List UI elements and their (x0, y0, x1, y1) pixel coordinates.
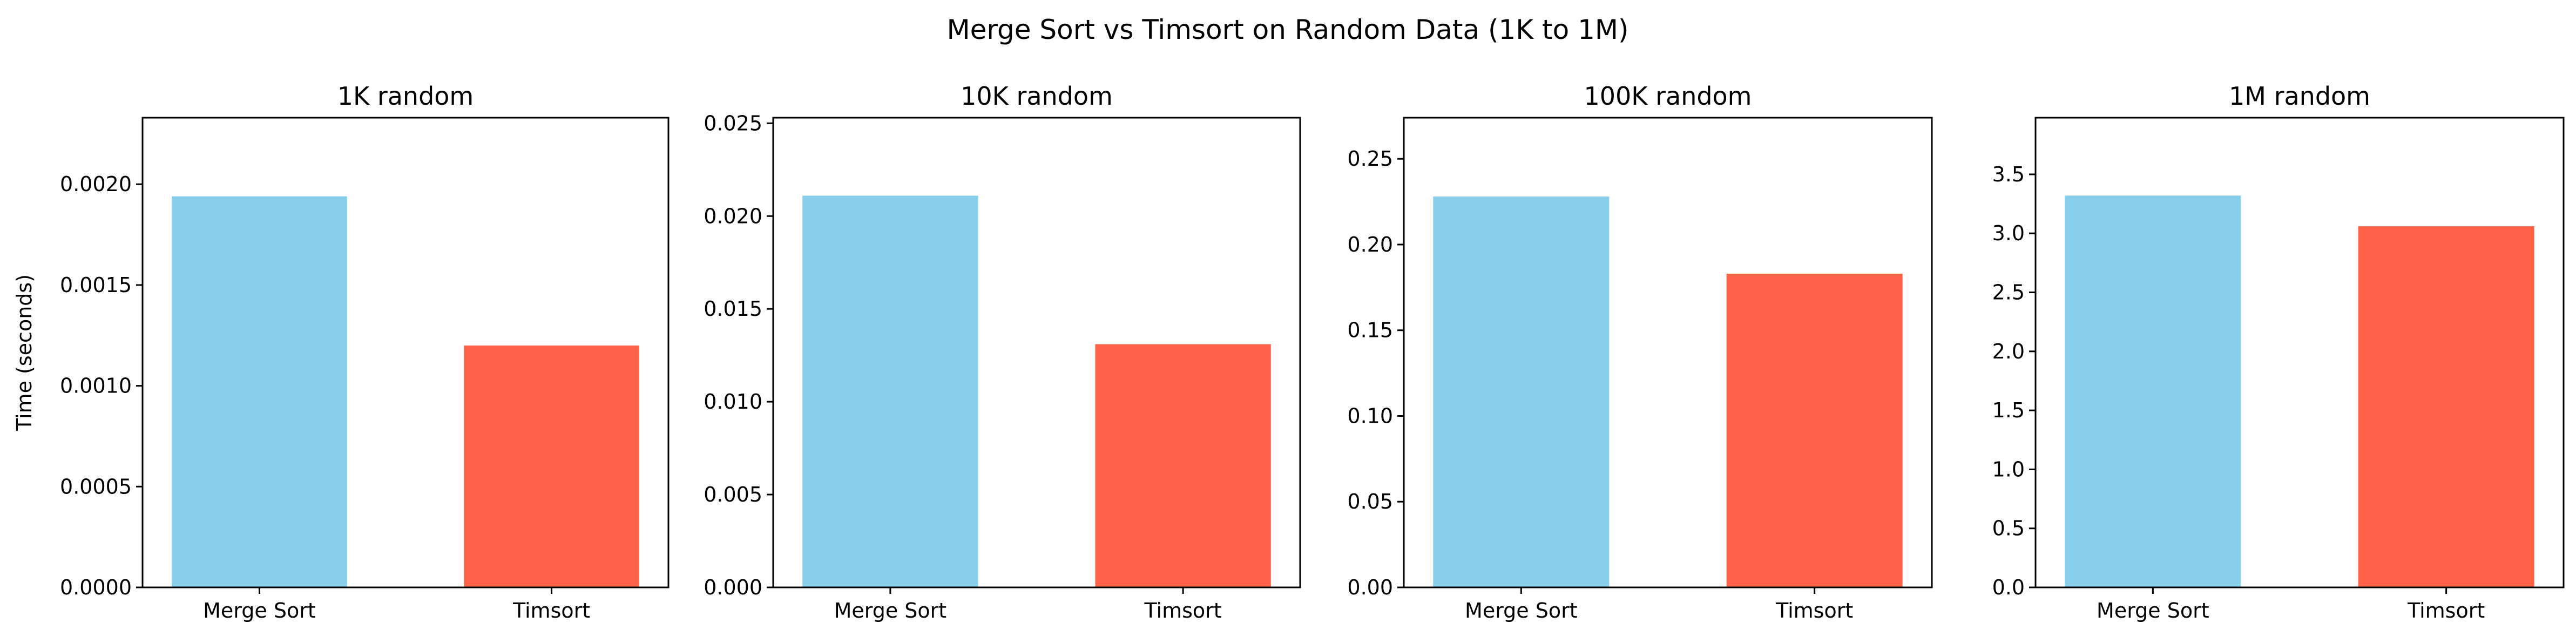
y-tick-label: 2.0 (1992, 340, 2025, 363)
plot-frame (2034, 117, 2565, 588)
panel-title: 1M random (2229, 82, 2370, 111)
y-tick-label: 0.10 (1347, 404, 1393, 428)
y-tick-label: 0.025 (704, 111, 762, 135)
chart-panel: Merge Sort Timsort 0.00 0.05 0.10 0.15 0.20 0.2… (1347, 82, 1933, 622)
y-tick-label: 0.010 (704, 390, 762, 414)
y-tick-label: 0.0 (1992, 576, 2025, 599)
panel-title: 10K random (961, 82, 1113, 111)
bar-merge-sort (802, 195, 978, 587)
y-tick-label: 2.5 (1992, 281, 2025, 304)
x-tick-label: Timsort (1775, 599, 1853, 622)
y-tick-label: 0.020 (704, 204, 762, 228)
x-tick-label: Merge Sort (2097, 599, 2209, 622)
y-tick-label: 1.0 (1992, 457, 2025, 481)
panel-title: 1K random (337, 82, 474, 111)
bar-merge-sort (2065, 195, 2241, 587)
x-tick-label: Merge Sort (1465, 599, 1578, 622)
y-axis-label: Time (seconds) (12, 274, 36, 431)
y-tick-label: 0.05 (1347, 490, 1393, 513)
x-tick-label: Merge Sort (203, 599, 316, 622)
plot-frame (1403, 117, 1933, 588)
y-tick-label: 0.25 (1347, 147, 1393, 171)
y-tick-label: 0.20 (1347, 233, 1393, 256)
y-tick-label: 0.015 (704, 297, 762, 321)
panel-title: 100K random (1584, 82, 1752, 111)
y-tick-label: 0.005 (704, 483, 762, 506)
x-tick-label: Timsort (1144, 599, 1222, 622)
figure-title: Merge Sort vs Timsort on Random Data (1K… (946, 14, 1628, 45)
plot-frame (141, 117, 670, 588)
bar-merge-sort (1433, 197, 1610, 588)
x-tick-label: Timsort (2407, 599, 2485, 622)
bar-timsort (1095, 344, 1271, 587)
y-tick-label: 0.0005 (60, 475, 132, 498)
chart-panel: Merge Sort Timsort 0.000 0.005 0.010 0.015 0.0… (704, 82, 1301, 622)
y-tick-label: 3.0 (1992, 221, 2025, 245)
chart-panel: Merge Sort Timsort 0.0000 0.0005 0.0010 0.001… (12, 82, 670, 622)
y-tick-label: 3.5 (1992, 163, 2025, 186)
bar-timsort (1726, 273, 1903, 587)
bar-timsort (2358, 226, 2534, 587)
bar-timsort (464, 345, 639, 587)
chart-panel: Merge Sort Timsort 0.0 0.5 1.0 1.5 2.0 2.5 3.0 3.… (1992, 82, 2565, 622)
y-tick-label: 0.5 (1992, 517, 2025, 540)
y-tick-label: 1.5 (1992, 398, 2025, 422)
y-tick-label: 0.0010 (60, 374, 132, 398)
y-tick-label: 0.0020 (60, 172, 132, 196)
y-tick-label: 0.15 (1347, 319, 1393, 342)
x-tick-label: Merge Sort (834, 599, 947, 622)
y-tick-label: 0.0000 (60, 576, 132, 599)
y-tick-label: 0.000 (704, 576, 762, 599)
bar-merge-sort (172, 196, 347, 587)
y-tick-label: 0.0015 (60, 273, 132, 297)
y-tick-label: 0.00 (1347, 576, 1393, 599)
x-tick-label: Timsort (512, 599, 590, 622)
plot-frame (772, 117, 1301, 588)
